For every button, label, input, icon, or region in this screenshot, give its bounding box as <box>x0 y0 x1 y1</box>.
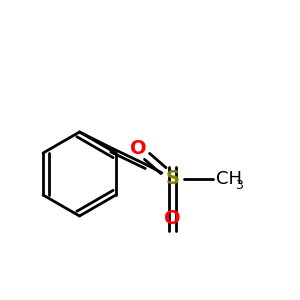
Text: 3: 3 <box>236 178 243 192</box>
Text: S: S <box>166 169 179 188</box>
Text: O: O <box>164 209 181 229</box>
Text: CH: CH <box>216 169 242 188</box>
Text: O: O <box>130 139 146 158</box>
